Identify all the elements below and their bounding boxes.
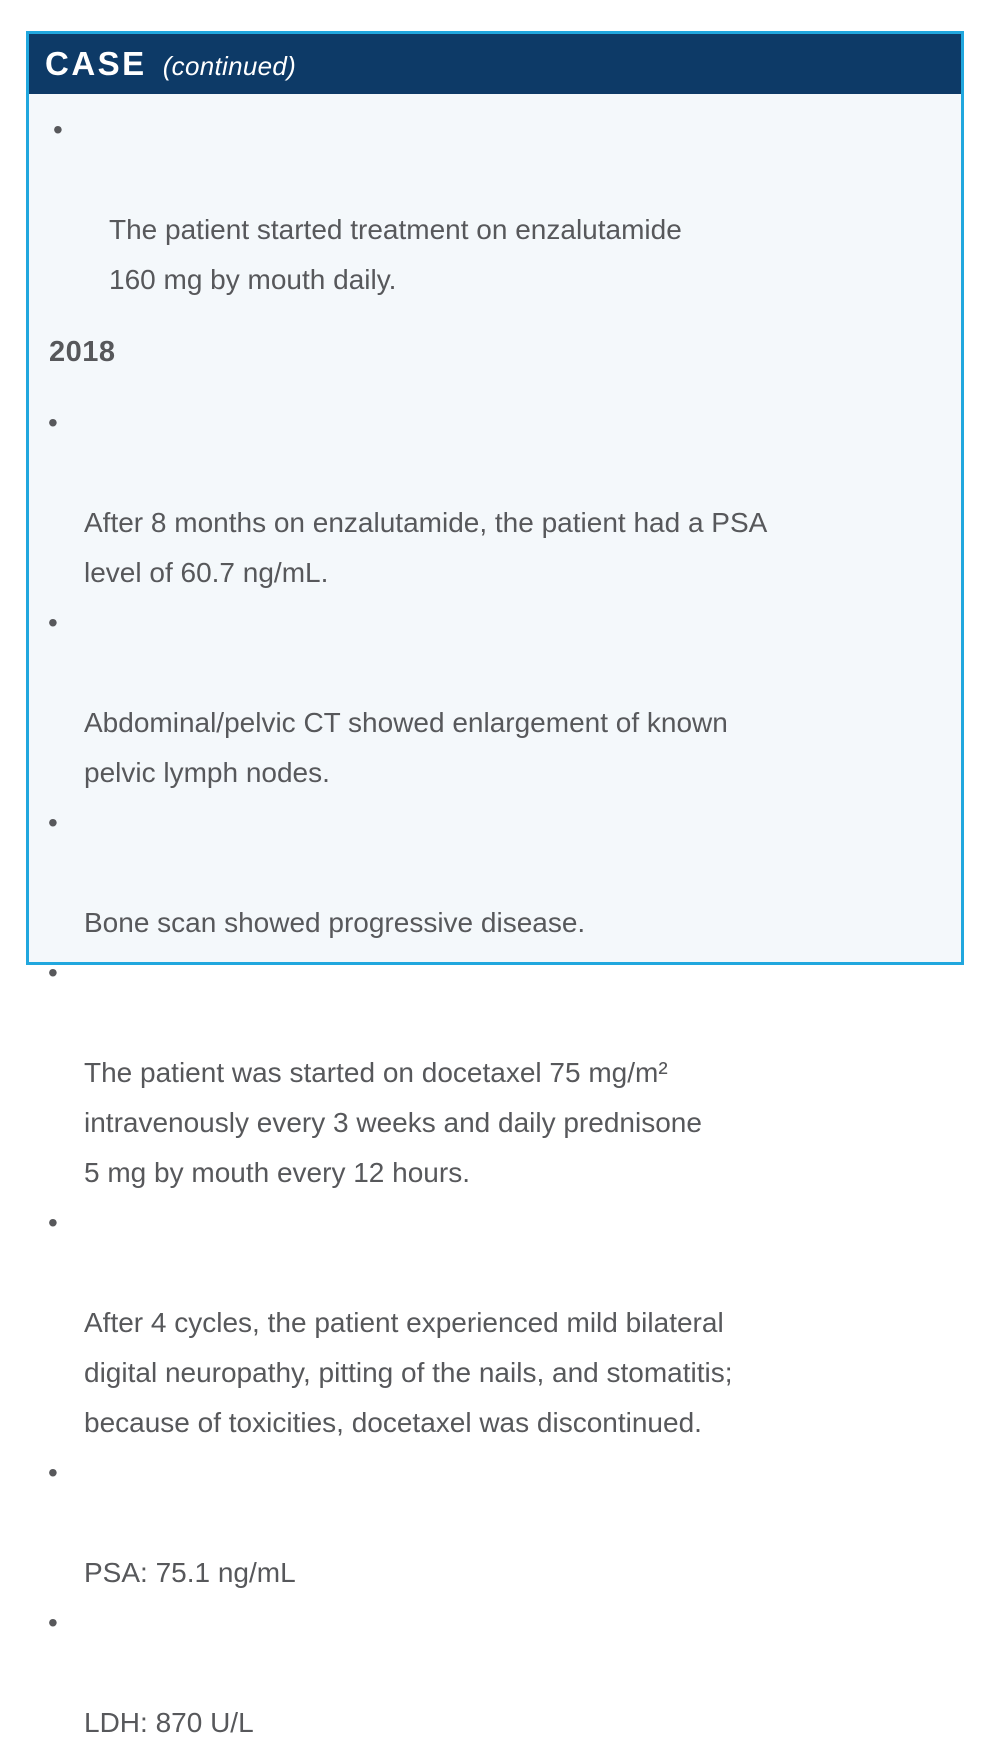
bullet-icon: •: [48, 957, 58, 988]
list-item-text: PSA: 75.1 ng/mL: [84, 1557, 296, 1588]
case-list: • After 8 months on enzalutamide, the pa…: [29, 398, 937, 1748]
list-item-text: Abdominal/pelvic CT showed enlargement o…: [84, 707, 728, 788]
page: CASE (continued) • The patient started t…: [26, 31, 964, 1738]
list-item: • Abdominal/pelvic CT showed enlargement…: [29, 598, 937, 798]
intro-list: • The patient started treatment on enzal…: [29, 105, 937, 305]
list-item-text: The patient started treatment on enzalut…: [109, 214, 682, 295]
bullet-icon: •: [48, 1457, 58, 1488]
case-body: • The patient started treatment on enzal…: [29, 94, 961, 1762]
list-item-text: The patient was started on docetaxel 75 …: [84, 1057, 702, 1188]
list-item: • LDH: 870 U/L: [29, 1598, 937, 1748]
case-header: CASE (continued): [29, 34, 961, 94]
list-item: • The patient was started on docetaxel 7…: [29, 948, 937, 1198]
list-item-text: After 8 months on enzalutamide, the pati…: [84, 507, 768, 588]
bullet-icon: •: [53, 114, 63, 145]
case-card: CASE (continued) • The patient started t…: [26, 31, 964, 1738]
list-item: • Bone scan showed progressive disease.: [29, 798, 937, 948]
list-item-text: LDH: 870 U/L: [84, 1707, 254, 1738]
list-item-text: After 4 cycles, the patient experienced …: [84, 1307, 733, 1438]
list-item: • PSA: 75.1 ng/mL: [29, 1448, 937, 1598]
list-item: • After 8 months on enzalutamide, the pa…: [29, 398, 937, 598]
case-subtitle: (continued): [162, 51, 297, 81]
list-item: • The patient started treatment on enzal…: [29, 105, 937, 305]
bullet-icon: •: [48, 807, 58, 838]
list-item: • After 4 cycles, the patient experience…: [29, 1198, 937, 1448]
list-item-text: Bone scan showed progressive disease.: [84, 907, 586, 938]
bullet-icon: •: [48, 407, 58, 438]
bullet-icon: •: [48, 1607, 58, 1638]
year-heading: 2018: [49, 336, 116, 368]
bullet-icon: •: [48, 607, 58, 638]
bullet-icon: •: [48, 1207, 58, 1238]
case-title: CASE: [45, 45, 147, 82]
